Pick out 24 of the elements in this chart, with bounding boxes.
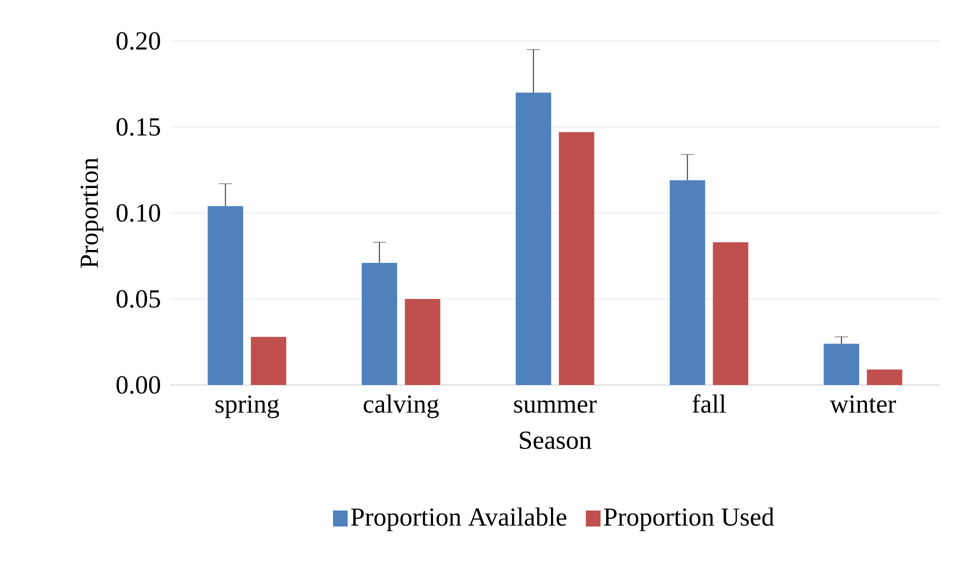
- bar: [824, 344, 860, 385]
- bar: [362, 262, 398, 385]
- y-tick-label: 0.10: [116, 204, 160, 222]
- legend-label: Proportion Available: [351, 508, 566, 532]
- y-tick-label: 0.15: [116, 118, 160, 136]
- bar: [404, 298, 440, 385]
- bar: [516, 92, 552, 385]
- bar: [208, 206, 244, 385]
- x-tick-label: spring: [216, 395, 280, 418]
- legend-label: Proportion Used: [604, 508, 774, 532]
- bar: [866, 370, 902, 385]
- x-tick-label: calving: [364, 394, 439, 418]
- bar: [670, 180, 706, 385]
- y-axis-title: Proportion: [80, 158, 104, 268]
- y-tick-label: 0.05: [116, 290, 160, 308]
- x-tick-label: summer: [514, 400, 597, 413]
- bar: [558, 132, 594, 385]
- x-tick-label: winter: [830, 395, 896, 413]
- y-tick-label: 0.00: [116, 376, 160, 394]
- bar: [712, 242, 748, 385]
- x-axis-title: Season: [520, 432, 592, 449]
- bar: [250, 336, 286, 385]
- x-tick-label: fall: [692, 394, 726, 413]
- y-tick-label: 0.20: [116, 32, 160, 50]
